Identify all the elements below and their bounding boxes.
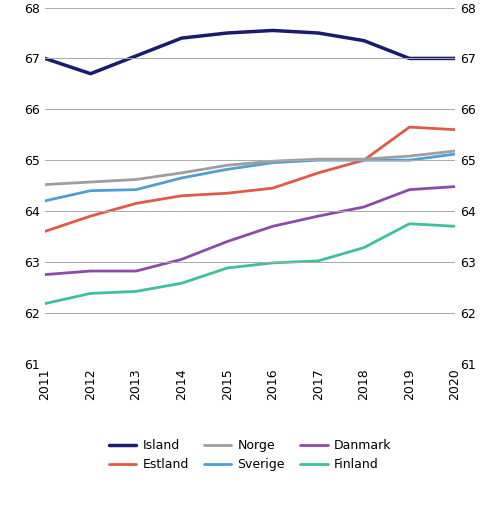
Line: Sverige: Sverige xyxy=(45,154,455,201)
Danmark xyxy=(270,223,276,229)
Sverige xyxy=(316,157,322,163)
Sverige xyxy=(88,188,94,194)
Sverige xyxy=(224,166,230,172)
Danmark xyxy=(133,268,139,274)
Sverige xyxy=(133,187,139,193)
Finland xyxy=(88,290,94,296)
Norge xyxy=(270,158,276,164)
Sverige xyxy=(42,198,48,204)
Danmark xyxy=(452,184,458,190)
Line: Danmark: Danmark xyxy=(45,187,455,275)
Danmark xyxy=(224,238,230,244)
Norge xyxy=(133,176,139,182)
Estland xyxy=(452,127,458,133)
Sverige xyxy=(406,157,412,163)
Island xyxy=(224,30,230,36)
Danmark xyxy=(42,272,48,278)
Estland xyxy=(361,157,367,163)
Island xyxy=(42,56,48,62)
Danmark xyxy=(406,187,412,193)
Estland xyxy=(178,193,184,199)
Norge xyxy=(224,162,230,168)
Island xyxy=(361,37,367,43)
Norge xyxy=(406,153,412,159)
Island xyxy=(452,56,458,62)
Finland xyxy=(316,258,322,264)
Finland xyxy=(178,280,184,286)
Finland xyxy=(270,260,276,266)
Line: Finland: Finland xyxy=(45,224,455,304)
Estland xyxy=(42,228,48,234)
Line: Norge: Norge xyxy=(45,151,455,184)
Sverige xyxy=(361,157,367,163)
Island xyxy=(178,35,184,41)
Island xyxy=(270,27,276,33)
Estland xyxy=(224,190,230,196)
Finland xyxy=(133,288,139,294)
Estland xyxy=(316,170,322,176)
Finland xyxy=(42,300,48,307)
Estland xyxy=(270,185,276,191)
Danmark xyxy=(361,204,367,210)
Island xyxy=(88,71,94,77)
Norge xyxy=(452,148,458,154)
Danmark xyxy=(316,213,322,219)
Norge xyxy=(88,179,94,185)
Island xyxy=(316,30,322,36)
Line: Estland: Estland xyxy=(45,127,455,231)
Estland xyxy=(88,213,94,219)
Estland xyxy=(406,124,412,130)
Finland xyxy=(406,221,412,227)
Finland xyxy=(224,265,230,271)
Danmark xyxy=(178,257,184,263)
Danmark xyxy=(88,268,94,274)
Line: Island: Island xyxy=(45,30,455,74)
Norge xyxy=(178,170,184,176)
Sverige xyxy=(178,175,184,181)
Island xyxy=(133,53,139,59)
Finland xyxy=(361,244,367,250)
Estland xyxy=(133,200,139,207)
Norge xyxy=(361,156,367,162)
Sverige xyxy=(452,151,458,157)
Island xyxy=(406,56,412,62)
Norge xyxy=(316,156,322,162)
Finland xyxy=(452,223,458,229)
Sverige xyxy=(270,160,276,166)
Norge xyxy=(42,181,48,187)
Legend: Island, Estland, Norge, Sverige, Danmark, Finland: Island, Estland, Norge, Sverige, Danmark… xyxy=(104,434,397,476)
